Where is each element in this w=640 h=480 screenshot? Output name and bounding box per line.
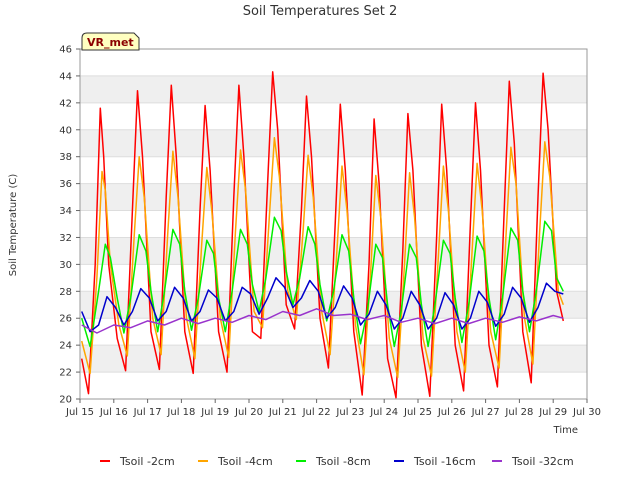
y-tick-label: 32 (59, 233, 72, 244)
x-axis-label: Time (553, 425, 578, 436)
y-tick-label: 40 (59, 125, 72, 136)
series-lines (80, 71, 565, 399)
legend-label: Tsoil -16cm (413, 455, 476, 468)
y-tick-label: 30 (59, 260, 72, 271)
x-tick-label: Jul 15 (65, 407, 94, 418)
y-tick-label: 24 (59, 341, 72, 352)
x-tick-label: Jul 29 (538, 407, 567, 418)
x-tick-label: Jul 22 (302, 407, 331, 418)
y-tick-label: 26 (59, 314, 72, 325)
x-tick-label: Jul 23 (335, 407, 364, 418)
y-axis-label: Soil Temperature (C) (8, 174, 19, 277)
series-line-4 (81, 308, 564, 334)
x-tick-label: Jul 21 (268, 407, 297, 418)
x-tick-label: Jul 25 (403, 407, 432, 418)
y-tick-label: 42 (59, 98, 72, 109)
plot-frame (79, 48, 588, 400)
site-badge: VR_met (81, 32, 140, 51)
grid-band (80, 183, 587, 211)
y-tick-label: 34 (59, 206, 72, 217)
x-tick-label: Jul 19 (200, 407, 229, 418)
x-tick-label: Jul 24 (369, 407, 398, 418)
series-line-3 (81, 277, 564, 333)
legend-label: Tsoil -2cm (119, 455, 175, 468)
site-badge-box (81, 32, 140, 51)
site-badge-label: VR_met (87, 36, 134, 49)
series-line-2 (80, 216, 564, 348)
grid-band (80, 129, 587, 157)
legend-label: Tsoil -4cm (217, 455, 273, 468)
x-tick-label: Jul 27 (471, 407, 500, 418)
grid-band (80, 75, 587, 103)
x-axis-ticks: Jul 15 Jul 16 Jul 17 Jul 18 Jul 19 Jul 20 Jul … (65, 399, 601, 418)
x-tick-label: Jul 17 (133, 407, 162, 418)
x-tick-label: Jul 26 (437, 407, 466, 418)
y-tick-label: 20 (59, 395, 72, 406)
legend-label: Tsoil -8cm (315, 455, 371, 468)
y-axis-ticks: 20 22 24 26 28 30 32 34 36 38 40 42 44 46 (59, 45, 80, 406)
y-tick-label: 36 (59, 179, 72, 190)
legend-label: Tsoil -32cm (511, 455, 574, 468)
x-tick-label: Jul 16 (99, 407, 128, 418)
legend: Tsoil -2cm Tsoil -4cm Tsoil -8cm Tsoil -16c… (100, 455, 574, 468)
y-tick-label: 38 (59, 152, 72, 163)
y-tick-label: 46 (59, 45, 72, 56)
x-tick-label: Jul 30 (572, 407, 601, 418)
y-tick-label: 44 (59, 71, 72, 82)
x-tick-label: Jul 18 (166, 407, 195, 418)
x-tick-label: Jul 28 (504, 407, 533, 418)
grid-band (80, 345, 587, 373)
chart-title: Soil Temperatures Set 2 (243, 4, 398, 19)
series-line-0 (80, 71, 565, 399)
x-tick-label: Jul 20 (234, 407, 263, 418)
y-tick-label: 22 (59, 368, 72, 379)
y-tick-label: 28 (59, 287, 72, 298)
